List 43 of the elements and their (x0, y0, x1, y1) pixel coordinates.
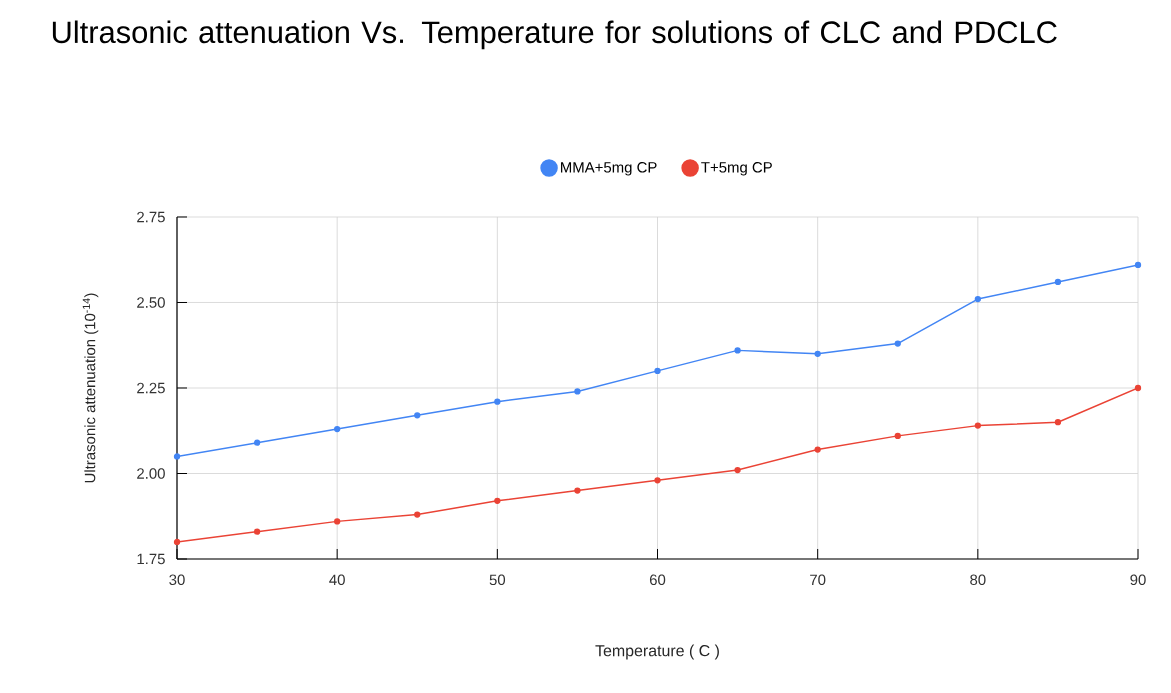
x-tick-label: 70 (810, 574, 826, 586)
point (814, 446, 821, 453)
point (494, 497, 501, 505)
point (734, 466, 741, 474)
point (1054, 278, 1062, 286)
point (894, 432, 901, 440)
x-tick-label: 50 (489, 574, 506, 586)
y-axis-title: Ultrasonic attenuation (10$^{-14}$) (82, 293, 99, 483)
point (334, 518, 341, 525)
point (1134, 261, 1142, 269)
point (173, 538, 181, 546)
point (814, 350, 821, 357)
x-tick-label: 40 (329, 574, 345, 586)
x-tick-label: 30 (169, 574, 185, 586)
point (494, 398, 501, 405)
point (974, 422, 981, 429)
y-tick-label: 2.25 (137, 382, 165, 394)
chart-title: Ultrasonic attenuation Vs. Temperature for solutions of CLC and PDCLC (52, 20, 1057, 50)
point (974, 295, 981, 303)
point (654, 477, 661, 484)
point (253, 439, 261, 446)
y-tick-label: 2.50 (137, 297, 165, 308)
legend-label: T+5mg CP (701, 162, 772, 176)
point (574, 388, 581, 395)
y-tick-label: 1.75 (137, 553, 165, 565)
point (734, 347, 741, 354)
x-axis-title: Temperature ( C ) (595, 644, 719, 660)
point (894, 340, 901, 347)
point (414, 511, 421, 518)
point (334, 425, 341, 433)
point (414, 412, 421, 419)
point (253, 528, 261, 535)
y-tick-label: 2.75 (137, 211, 165, 223)
point (1054, 419, 1062, 426)
point (574, 487, 581, 494)
x-tick-label: 90 (1130, 574, 1146, 586)
point (1134, 384, 1142, 392)
y-tick-label: 2.00 (137, 468, 165, 479)
point (654, 367, 661, 375)
x-tick-label: 60 (649, 574, 666, 586)
x-tick-label: 80 (970, 574, 986, 586)
point (173, 453, 181, 460)
legend-label: MMA+5mg CP (561, 162, 657, 176)
